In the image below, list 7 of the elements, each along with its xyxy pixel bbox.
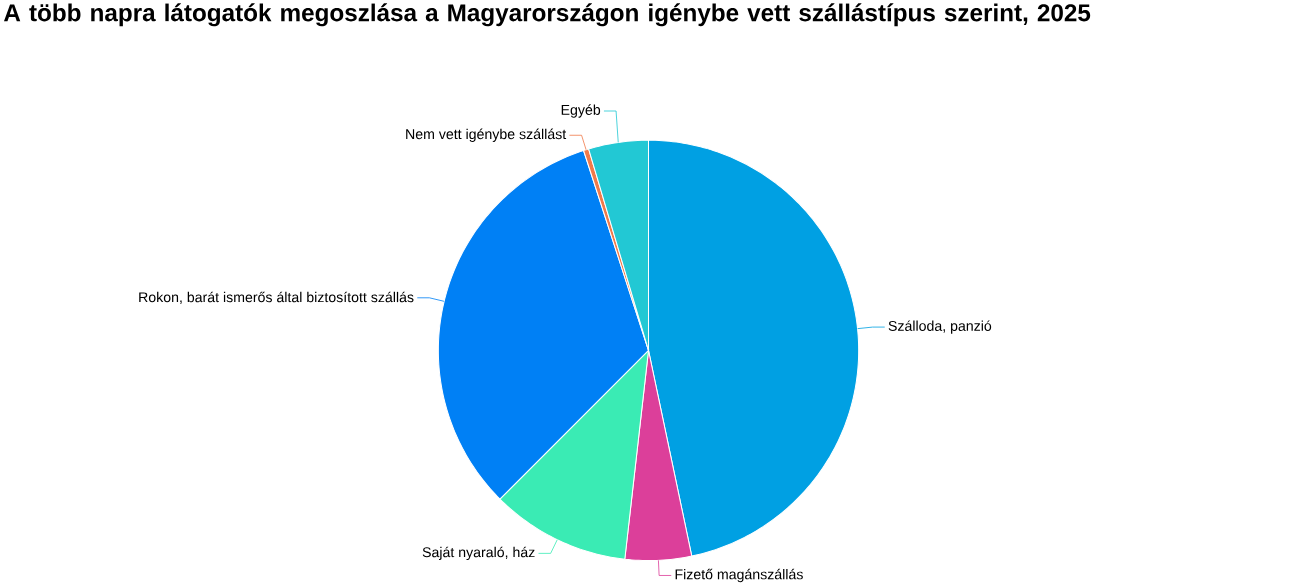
slice-label: Egyéb bbox=[561, 104, 601, 118]
slice-label: Saját nyaraló, ház bbox=[422, 546, 535, 560]
chart-title: A több napra látogatók megoszlása a Magyarországon igénybe vett szállástípus szerint, 2025 bbox=[3, 3, 1091, 27]
slice-label: Fizető magánszállás bbox=[675, 568, 803, 583]
slice-label: Rokon, barát ismerős által biztosított szállás bbox=[139, 291, 414, 304]
slice-label: Nem vett igénybe szállást bbox=[406, 128, 567, 142]
slice-label: Szálloda, panzió bbox=[888, 320, 992, 334]
